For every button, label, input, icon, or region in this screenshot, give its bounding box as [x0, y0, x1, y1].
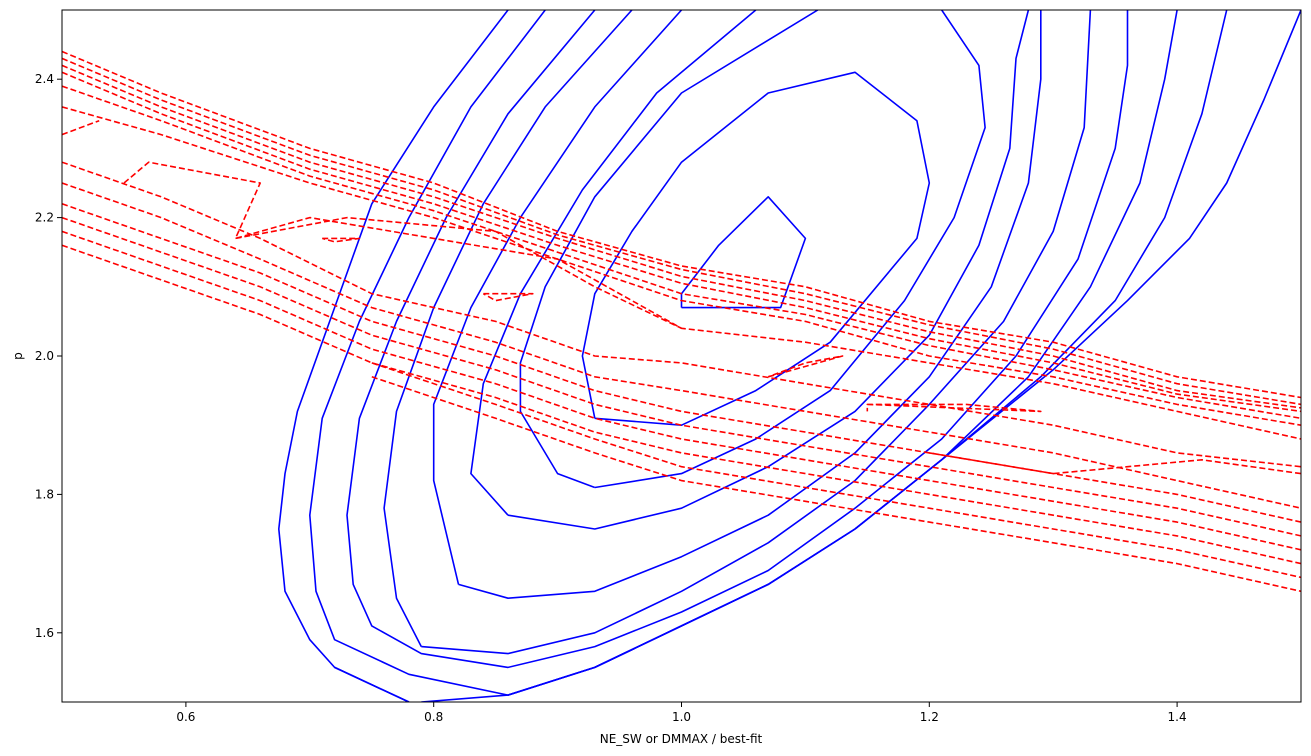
blue-solid-contour-8: [421, 10, 1092, 655]
red-dashed-contour-12: [62, 244, 1301, 565]
red-dashed-contour-16: [321, 237, 361, 243]
y-axis: 1.6 1.8 2.0 2.2 2.4: [35, 72, 62, 640]
blue-solid-contour-2: [594, 10, 986, 489]
red-dashed-contour-13: [371, 362, 1301, 579]
red-dashed-contour-10: [62, 216, 1301, 537]
y-tick-label: 2.4: [35, 72, 54, 86]
red-dashed-contour-6: [62, 119, 100, 136]
x-tick-label: 1.0: [672, 710, 691, 724]
blue-solid-contour-4: [507, 10, 1030, 530]
red-dashed-contour-7: [62, 161, 1301, 468]
x-axis-label: NE_SW or DMMAX / best-fit: [600, 732, 763, 746]
blue-solid-contour-1: [581, 71, 931, 427]
contour-layer: [62, 10, 1301, 702]
red-dashed-contour-14: [371, 376, 1301, 593]
blue-solid-contour-15: [421, 10, 1301, 702]
y-tick-label: 2.2: [35, 211, 54, 225]
red-dashed-contour-19: [866, 403, 1042, 413]
blue-solid-contour-11: [346, 10, 1129, 669]
blue-solid-contour-3: [519, 10, 819, 489]
y-tick-label: 1.8: [35, 487, 54, 501]
blue-solid-contour-6: [458, 10, 1042, 600]
red-dashed-contour-11: [62, 230, 1301, 551]
red-dashed-contour-20: [235, 216, 682, 330]
red-dashed-contour-18: [767, 355, 844, 378]
x-tick-label: 0.6: [176, 710, 195, 724]
y-tick-label: 2.0: [35, 349, 54, 363]
x-tick-label: 0.8: [424, 710, 443, 724]
red-dashed-contour-4: [62, 85, 1301, 420]
x-tick-label: 1.4: [1168, 710, 1187, 724]
blue-solid-contour-7: [432, 10, 683, 585]
x-tick-label: 1.2: [920, 710, 939, 724]
y-tick-label: 1.6: [35, 626, 54, 640]
blue-solid-contour-9: [383, 10, 633, 647]
x-axis: 0.6 0.8 1.0 1.2 1.4: [176, 702, 1187, 724]
red-dashed-contour-5: [62, 106, 1301, 426]
y-axis-label: p: [11, 352, 25, 360]
red-dashed-contour-21: [929, 452, 1301, 475]
red-dashed-contour-8: [62, 182, 1301, 509]
red-dashed-contour-15: [123, 161, 1301, 440]
red-dashed-contour-17: [482, 292, 534, 302]
red-dashed-contour-9: [62, 203, 1301, 523]
